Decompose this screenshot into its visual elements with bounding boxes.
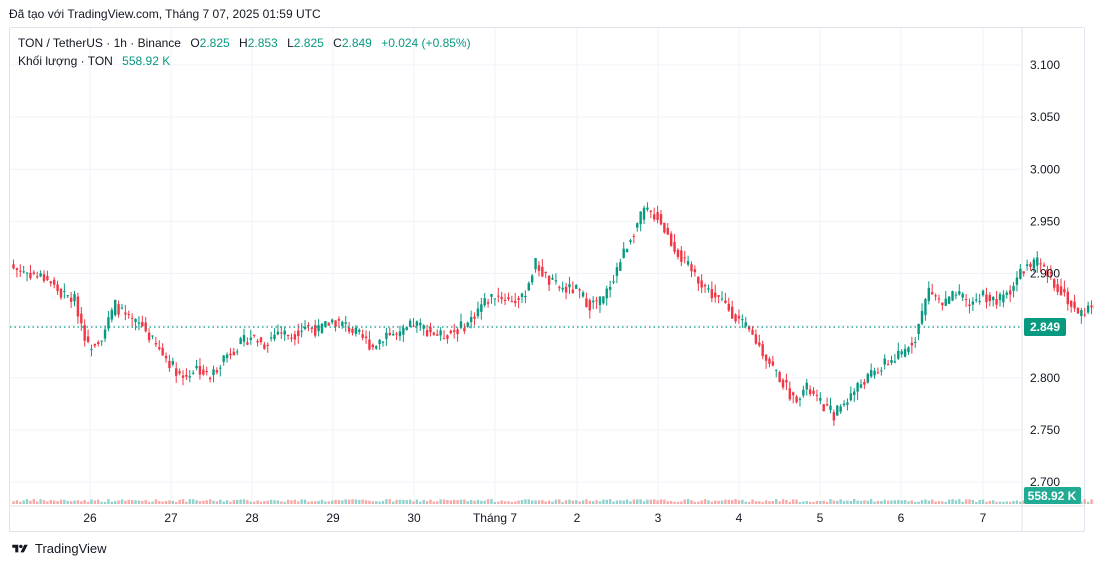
time-tick: 4 xyxy=(736,511,743,525)
brand-name: TradingView xyxy=(35,541,107,556)
ohlc-row: TON / TetherUS · 1h · Binance O2.825 H2.… xyxy=(18,34,471,52)
time-tick: Tháng 7 xyxy=(473,511,517,525)
grid-lines xyxy=(10,28,1084,531)
chart-caption: Đã tạo với TradingView.com, Tháng 7 07, … xyxy=(9,7,321,21)
volume-label[interactable]: Khối lượng · TON xyxy=(18,54,113,68)
price-tick: 2.950 xyxy=(1030,214,1060,228)
time-tick: 28 xyxy=(245,511,259,525)
open-value: 2.825 xyxy=(199,36,230,50)
svg-text:558.92 K: 558.92 K xyxy=(1028,489,1077,503)
price-tick: 2.900 xyxy=(1030,267,1060,281)
footer-brand[interactable]: TradingView xyxy=(10,541,107,556)
price-tick: 3.100 xyxy=(1030,58,1060,72)
volume-badge: 558.92 K xyxy=(1024,487,1081,504)
tradingview-logo-icon xyxy=(12,544,28,552)
price-tick: 2.750 xyxy=(1030,423,1060,437)
close-value: 2.849 xyxy=(341,36,372,50)
volume-bars xyxy=(12,499,1094,504)
low-label: L xyxy=(287,36,294,50)
price-candles xyxy=(12,202,1094,426)
time-tick: 6 xyxy=(898,511,905,525)
high-value: 2.853 xyxy=(247,36,278,50)
high-label: H xyxy=(239,36,248,50)
symbol-title[interactable]: TON / TetherUS · 1h · Binance xyxy=(18,36,181,50)
svg-text:2.849: 2.849 xyxy=(1030,320,1060,334)
volume-value: 558.92 K xyxy=(122,54,171,68)
chart-legend: TON / TetherUS · 1h · Binance O2.825 H2.… xyxy=(18,34,471,70)
time-tick: 29 xyxy=(326,511,340,525)
price-tick: 2.800 xyxy=(1030,371,1060,385)
time-axis[interactable]: 26 27 28 29 30 Tháng 7 2 3 4 5 6 7 xyxy=(83,511,986,525)
time-tick: 3 xyxy=(655,511,662,525)
volume-row: Khối lượng · TON 558.92 K xyxy=(18,52,471,70)
open-label: O xyxy=(190,36,200,50)
time-tick: 27 xyxy=(164,511,178,525)
close-label: C xyxy=(333,36,342,50)
low-value: 2.825 xyxy=(293,36,324,50)
chart-frame xyxy=(9,27,1085,532)
time-tick: 26 xyxy=(83,511,97,525)
time-tick: 30 xyxy=(407,511,421,525)
price-axis[interactable]: 3.100 3.050 3.000 2.950 2.900 2.800 2.750 2.700 xyxy=(1030,58,1060,489)
price-tick: 3.050 xyxy=(1030,110,1060,124)
time-tick: 2 xyxy=(574,511,581,525)
price-tick: 2.700 xyxy=(1030,475,1060,489)
current-price-badge: 2.849 xyxy=(1024,318,1066,336)
change-value: +0.024 (+0.85%) xyxy=(381,36,471,50)
time-tick: 7 xyxy=(980,511,987,525)
price-tick: 3.000 xyxy=(1030,162,1060,176)
time-tick: 5 xyxy=(817,511,824,525)
